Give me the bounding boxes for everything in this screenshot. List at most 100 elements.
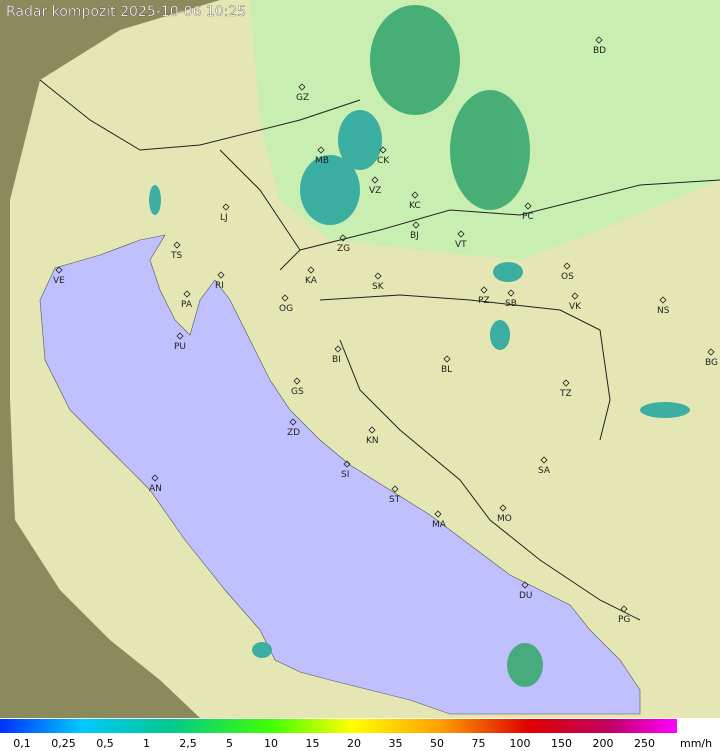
city-marker bbox=[176, 332, 184, 340]
legend-label: 150 bbox=[551, 737, 572, 750]
city-label: PA bbox=[181, 300, 193, 310]
city-marker bbox=[151, 474, 159, 482]
city-label: PZ bbox=[478, 296, 490, 306]
city-label: TS bbox=[170, 251, 182, 261]
city-label: SI bbox=[341, 470, 349, 480]
city-marker bbox=[524, 202, 532, 210]
rain-cell bbox=[338, 110, 382, 170]
rain-cell bbox=[370, 5, 460, 115]
rain-cell bbox=[493, 262, 523, 282]
rain-cell bbox=[507, 643, 543, 687]
title: Radar kompozit 2025-10-06 10:25 bbox=[6, 4, 246, 20]
rain-cell bbox=[450, 90, 530, 210]
city-marker bbox=[317, 146, 325, 154]
city-label: GS bbox=[291, 387, 304, 397]
legend-label: 200 bbox=[593, 737, 614, 750]
city-label: CK bbox=[377, 156, 390, 166]
legend-label: 0,25 bbox=[51, 737, 76, 750]
city-marker bbox=[521, 581, 529, 589]
legend-label: 250 bbox=[634, 737, 655, 750]
rain-cell bbox=[252, 642, 272, 658]
city-marker bbox=[339, 234, 347, 242]
city-marker bbox=[343, 460, 351, 468]
city-label: KC bbox=[409, 201, 421, 211]
city-label: BI bbox=[332, 355, 341, 365]
city-label: MA bbox=[432, 520, 447, 530]
city-marker bbox=[595, 36, 603, 44]
city-marker bbox=[707, 348, 715, 356]
city-label: LJ bbox=[220, 213, 228, 223]
city-label: ST bbox=[389, 495, 401, 505]
city-label: MB bbox=[315, 156, 329, 166]
legend-label: 15 bbox=[306, 737, 320, 750]
city-marker bbox=[368, 426, 376, 434]
city-label: PU bbox=[174, 342, 186, 352]
city-label: BJ bbox=[410, 231, 419, 241]
city-marker bbox=[293, 377, 301, 385]
city-label: SK bbox=[372, 282, 385, 292]
city-marker bbox=[620, 605, 628, 613]
city-marker bbox=[183, 290, 191, 298]
city-label: BL bbox=[441, 365, 452, 375]
city-marker bbox=[457, 230, 465, 238]
city-marker bbox=[173, 241, 181, 249]
legend-label: 100 bbox=[510, 737, 531, 750]
city-marker bbox=[659, 296, 667, 304]
city-marker bbox=[374, 272, 382, 280]
city-marker bbox=[371, 176, 379, 184]
legend-label: 50 bbox=[430, 737, 444, 750]
legend-label: 20 bbox=[347, 737, 361, 750]
city-label: PC bbox=[522, 212, 534, 222]
city-marker bbox=[499, 504, 507, 512]
legend-label: 75 bbox=[472, 737, 486, 750]
city-marker bbox=[562, 379, 570, 387]
city-marker bbox=[571, 292, 579, 300]
legend-unit: mm/h bbox=[680, 737, 712, 750]
city-label: KN bbox=[366, 436, 379, 446]
city-label: PG bbox=[618, 615, 630, 625]
city-marker bbox=[480, 286, 488, 294]
city-marker bbox=[307, 266, 315, 274]
city-label: BD bbox=[593, 46, 606, 56]
city-marker bbox=[434, 510, 442, 518]
borders bbox=[39, 79, 720, 621]
city-marker bbox=[412, 221, 420, 229]
city-label: DU bbox=[519, 591, 533, 601]
city-marker bbox=[217, 271, 225, 279]
city-marker bbox=[443, 355, 451, 363]
legend-scale bbox=[0, 719, 677, 733]
city-label: KA bbox=[305, 276, 318, 286]
city-label: VE bbox=[53, 276, 65, 286]
rain-cell bbox=[149, 185, 161, 215]
sea bbox=[39, 234, 641, 715]
legend-label: 2,5 bbox=[179, 737, 197, 750]
precipitation bbox=[149, 5, 690, 687]
city-label: AN bbox=[149, 484, 162, 494]
city-label: GZ bbox=[296, 93, 309, 103]
city-marker bbox=[298, 83, 306, 91]
city-marker bbox=[55, 266, 63, 274]
legend-label: 1 bbox=[143, 737, 150, 750]
city-label: SB bbox=[505, 299, 517, 309]
legend-label: 10 bbox=[264, 737, 278, 750]
city-label: OS bbox=[561, 272, 574, 282]
city-label: OG bbox=[279, 304, 293, 314]
city-marker bbox=[334, 345, 342, 353]
city-label: TZ bbox=[559, 389, 572, 399]
legend-label: 0,5 bbox=[96, 737, 114, 750]
city-label: MO bbox=[497, 514, 512, 524]
city-marker bbox=[563, 262, 571, 270]
rain-cell bbox=[640, 402, 690, 418]
city-label: VZ bbox=[369, 186, 381, 196]
city-label: ZD bbox=[287, 428, 300, 438]
city-label: BG bbox=[705, 358, 718, 368]
city-label: VT bbox=[455, 240, 467, 250]
city-label: SA bbox=[538, 466, 551, 476]
city-marker bbox=[411, 191, 419, 199]
city-label: ZG bbox=[337, 244, 350, 254]
legend-label: 35 bbox=[389, 737, 403, 750]
city-marker bbox=[540, 456, 548, 464]
city-label: RI bbox=[215, 281, 224, 291]
city-marker bbox=[281, 294, 289, 302]
